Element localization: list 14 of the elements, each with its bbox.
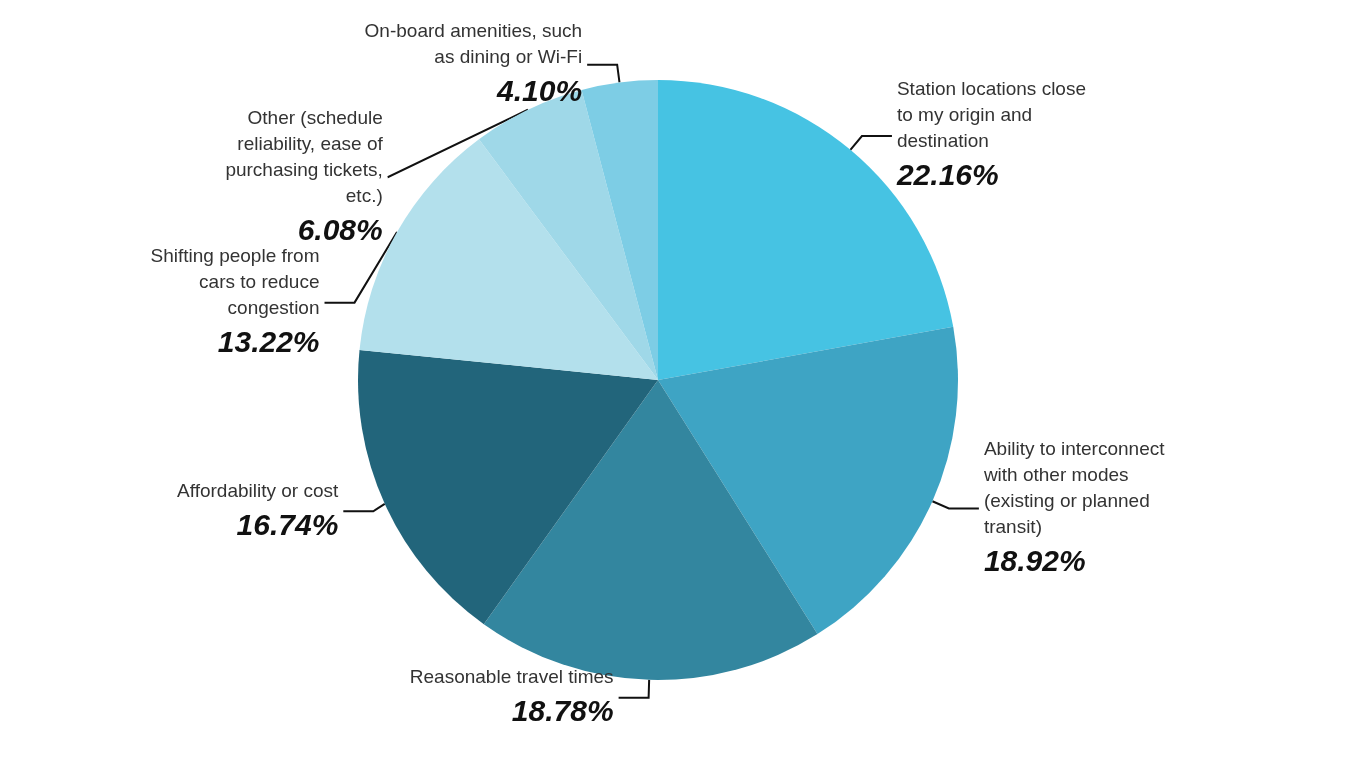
data-label: 18.92% (983, 543, 1086, 577)
data-label: 4.10% (496, 74, 583, 108)
slice-label: Affordability or cost (177, 479, 340, 501)
slice-label: Shifting people from cars to reduce congestion (150, 245, 320, 319)
slice-label: Reasonable travel times (409, 666, 614, 688)
data-label: 13.22% (217, 325, 320, 359)
data-label: 22.16% (895, 158, 999, 192)
slice-label: On-board amenities, such as dining or Wi-Fi (364, 20, 583, 68)
data-label: 18.78% (511, 694, 614, 728)
slice-label: Station locations close to my origin and destination (896, 78, 1086, 152)
data-label: 16.74% (236, 507, 339, 541)
slice-label: Other (schedule reliability, ease of purchasing tickets, etc.) (225, 106, 384, 206)
data-label: 6.08% (297, 212, 383, 246)
slice-label: Ability to interconnect with other modes (existing or planned transit) (982, 437, 1166, 537)
